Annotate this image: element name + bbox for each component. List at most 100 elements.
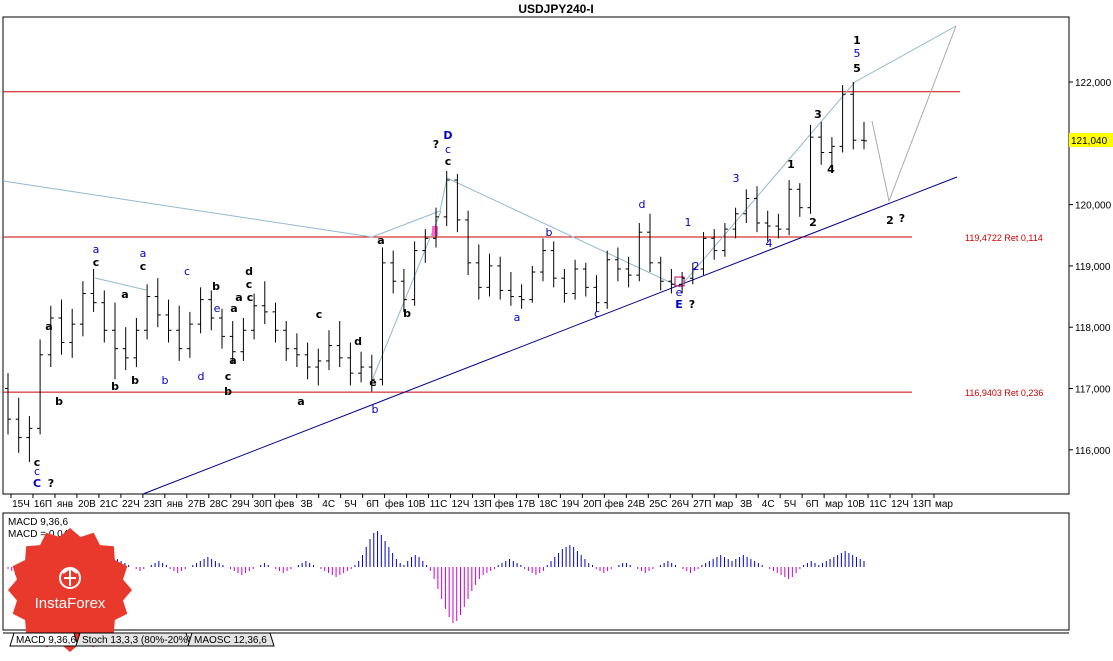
trendline-light-2 bbox=[94, 277, 147, 291]
wave-label: ? bbox=[433, 138, 439, 151]
logo-emblem-icon bbox=[62, 566, 78, 586]
price-bar bbox=[400, 268, 407, 312]
trendline-light-3 bbox=[372, 210, 442, 379]
price-bar bbox=[101, 290, 108, 343]
price-axis: 122,000 120,000 119,000 118,000 117,000 116,0… bbox=[1069, 78, 1112, 457]
wave-label: 5 bbox=[854, 47, 861, 60]
time-tick-label: 18С bbox=[539, 499, 557, 510]
time-tick-label: 12Ч bbox=[452, 499, 470, 510]
wave-label: b bbox=[131, 374, 139, 387]
time-tick-label: 13П bbox=[473, 499, 491, 510]
price-bar bbox=[69, 308, 76, 358]
price-bar bbox=[176, 305, 183, 361]
wave-label: c bbox=[34, 456, 41, 469]
price-bar bbox=[497, 256, 504, 300]
macd-value: MACD = 0,04 bbox=[8, 529, 69, 540]
price-bar bbox=[37, 339, 44, 435]
time-tick-label: фев bbox=[385, 498, 404, 510]
svg-text:Stoch 13,3,3 (80%-20%): Stoch 13,3,3 (80%-20%) bbox=[82, 635, 191, 646]
wave-label: 2 bbox=[809, 216, 817, 229]
wave-label: c bbox=[445, 143, 451, 156]
wave-label: b bbox=[162, 374, 169, 387]
wave-label: b bbox=[372, 403, 379, 416]
wave-label: a bbox=[235, 291, 242, 304]
svg-text:MAOSC 12,36,6: MAOSC 12,36,6 bbox=[194, 635, 267, 646]
indicator-tab[interactable]: MAOSC 12,36,6 bbox=[187, 632, 275, 647]
time-tick-label: 6П bbox=[806, 499, 819, 510]
price-bar bbox=[818, 121, 825, 165]
wave-label: e bbox=[214, 302, 221, 315]
price-bar bbox=[390, 250, 397, 294]
price-bar bbox=[668, 268, 675, 294]
time-tick-label: фев bbox=[605, 498, 624, 510]
time-tick-label: 3В bbox=[301, 499, 314, 510]
instaforex-logo: InstaForex bbox=[8, 528, 132, 652]
wave-label: c bbox=[316, 308, 323, 321]
price-bar bbox=[58, 299, 65, 355]
current-price-label: 121,040 bbox=[1071, 136, 1108, 147]
time-tick-label: фев bbox=[275, 498, 294, 510]
time-tick-label: 20П bbox=[583, 499, 601, 510]
price-bar bbox=[828, 137, 835, 168]
wave-label: C bbox=[33, 477, 41, 490]
time-tick-label: мар bbox=[935, 499, 953, 510]
price-bar bbox=[561, 268, 568, 303]
wave-label: c bbox=[140, 260, 147, 273]
time-tick-label: янв bbox=[167, 499, 183, 510]
projection-path bbox=[871, 25, 957, 203]
wave-label: e bbox=[676, 286, 683, 299]
price-bar bbox=[850, 82, 857, 150]
marker-box-d bbox=[432, 226, 438, 236]
price-bar bbox=[721, 222, 728, 257]
time-tick-label: 29Ч bbox=[232, 499, 250, 510]
logo-burst bbox=[8, 528, 132, 652]
indicator-tab[interactable]: MACD 9,36,6 bbox=[9, 632, 79, 647]
levels-layer: 119,4722 Ret 0,114 116,9403 Ret 0,236 bbox=[3, 91, 1043, 398]
price-bar bbox=[358, 351, 365, 383]
price-tick-label: 116,000 bbox=[1075, 446, 1111, 457]
wave-label: c bbox=[246, 278, 253, 291]
time-tick-label: фев bbox=[495, 498, 514, 510]
wave-label: ? bbox=[48, 477, 54, 490]
indicator-tab[interactable]: Stoch 13,3,3 (80%-20%) bbox=[75, 632, 191, 647]
price-bar bbox=[475, 244, 482, 300]
time-tick-label: 3В bbox=[740, 499, 753, 510]
price-bar bbox=[647, 213, 653, 273]
wave-label: 4 bbox=[827, 163, 835, 176]
price-bar bbox=[251, 293, 258, 340]
time-tick-label: 12Ч bbox=[891, 499, 909, 510]
wave-label: a bbox=[514, 311, 521, 324]
price-bar bbox=[486, 253, 493, 297]
wave-label: d bbox=[354, 335, 362, 348]
wave-label: b bbox=[55, 395, 63, 408]
time-tick-label: 28С bbox=[210, 499, 228, 510]
price-bar bbox=[540, 238, 546, 282]
indicator-tabs: MACD 9,36,6 Stoch 13,3,3 (80%-20%) MAOSC 1… bbox=[3, 632, 1069, 647]
price-bar bbox=[154, 278, 161, 328]
price-tick-label: 117,000 bbox=[1075, 385, 1111, 396]
time-tick-label: 5Ч bbox=[345, 499, 357, 510]
time-tick-label: 15Ч bbox=[12, 499, 30, 510]
time-tick-label: 4С bbox=[762, 499, 775, 510]
current-price-box bbox=[1069, 133, 1113, 147]
price-bar bbox=[261, 281, 268, 325]
time-tick-label: 13П bbox=[913, 499, 931, 510]
time-tick-label: 11С bbox=[430, 499, 448, 510]
price-bar bbox=[732, 207, 739, 239]
price-bar bbox=[839, 85, 846, 153]
time-tick-label: 21С bbox=[100, 499, 118, 510]
price-bar bbox=[165, 299, 172, 343]
price-bar bbox=[122, 327, 129, 371]
price-bar bbox=[336, 321, 343, 368]
time-tick-label: 10В bbox=[847, 499, 865, 510]
price-bar bbox=[593, 275, 600, 312]
price-bar bbox=[219, 308, 225, 349]
price-bar bbox=[636, 222, 643, 282]
price-bar bbox=[465, 210, 472, 276]
price-bar bbox=[454, 173, 461, 233]
wave-label: d bbox=[245, 265, 253, 278]
wave-label: b bbox=[546, 226, 553, 239]
wave-label: a bbox=[45, 320, 52, 333]
macd-title: MACD 9,36,6 bbox=[8, 517, 68, 528]
